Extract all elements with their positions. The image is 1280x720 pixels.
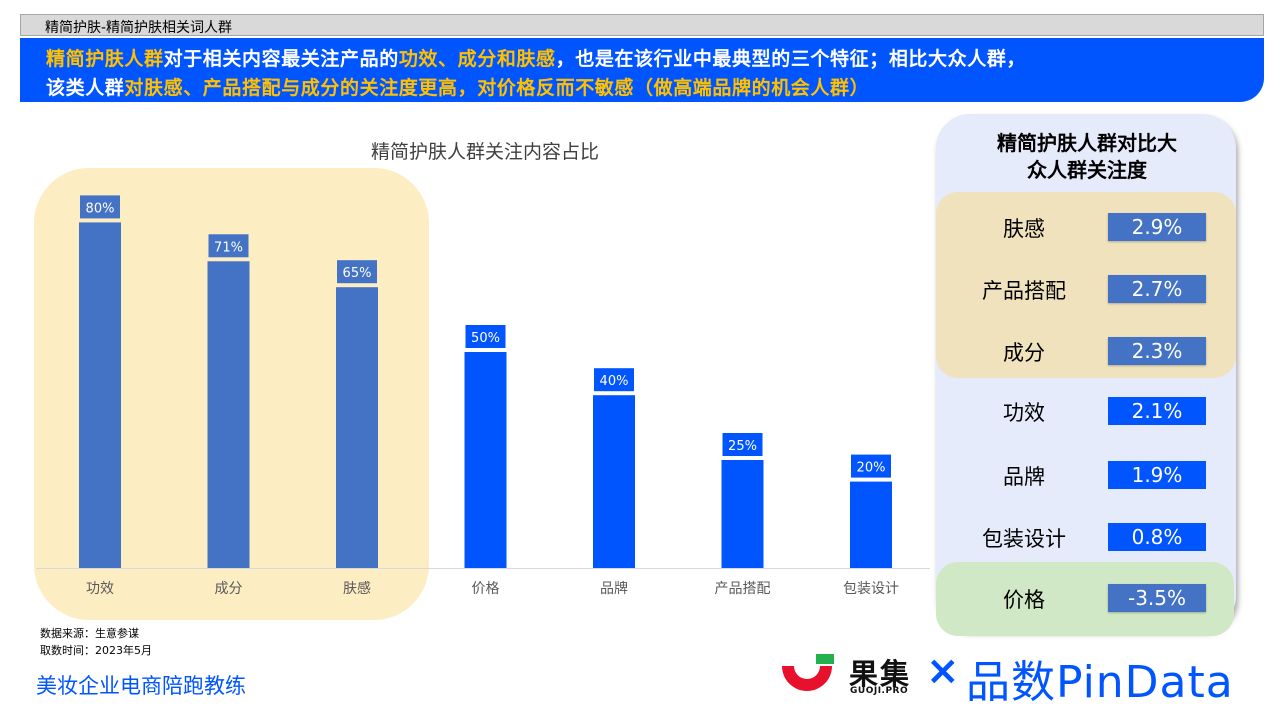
line1-segment-2: 功效、成分和肤感: [398, 48, 556, 70]
category-label-成分: 成分: [215, 581, 243, 597]
data-source: 数据来源：生意参谋 取数时间：2023年5月: [40, 625, 152, 659]
panel-title: 精简护肤人群对比大 众人群关注度: [942, 130, 1232, 184]
headline-line-1: 精简护肤人群对于相关内容最关注产品的功效、成分和肤感，也是在该行业中最典型的三个…: [46, 44, 1026, 71]
brand-text: 美妆企业电商陪跑教练: [36, 674, 246, 698]
bar-价格: [464, 352, 507, 568]
bar-成分: [207, 261, 250, 568]
panel-row-label: 品牌: [1003, 465, 1045, 489]
line2-segment-1: 对肤感、产品搭配与成分的关注度更高，对价格反而不敏感（做高端品牌的机会人群）: [124, 77, 870, 99]
bar-chart: 80% 功效 71% 成分 65% 肤感 50% 价格 40% 品牌 25% 产品搭配 20% 包装设计: [34, 168, 930, 620]
category-label-包装设计: 包装设计: [843, 581, 899, 597]
category-label-肤感: 肤感: [343, 580, 371, 597]
data-label-功效: 80%: [86, 201, 115, 216]
panel-row-value: -3.5%: [1108, 584, 1206, 612]
data-label-包装设计: 20%: [857, 461, 886, 476]
category-label-功效: 功效: [86, 581, 114, 597]
source-text: 数据来源：生意参谋: [40, 627, 139, 640]
data-label-成分: 71%: [214, 240, 243, 255]
data-label-bg-成分: [208, 234, 249, 258]
data-label-肤感: 65%: [343, 266, 372, 281]
panel-row-value: 2.9%: [1108, 213, 1206, 241]
panel-row-value: 2.1%: [1108, 397, 1206, 425]
data-label-价格: 50%: [471, 331, 500, 346]
line1-segment-0: 精简护肤人群: [46, 48, 164, 70]
guoji-logo-domain: GUOJI.PRO: [850, 686, 909, 696]
guoji-logo-icon: [782, 654, 834, 691]
data-label-产品搭配: 25%: [728, 439, 757, 454]
data-label-bg-肤感: [337, 260, 377, 284]
panel-row-value: 2.3%: [1108, 337, 1206, 365]
bar-产品搭配: [721, 460, 764, 568]
headline-line-2: 该类人群对肤感、产品搭配与成分的关注度更高，对价格反而不敏感（做高端品牌的机会人…: [46, 73, 869, 100]
category-label-品牌: 品牌: [600, 580, 628, 597]
headline-banner: 精简护肤人群对于相关内容最关注产品的功效、成分和肤感，也是在该行业中最典型的三个…: [20, 38, 1264, 102]
panel-row-label: 肤感: [1003, 217, 1045, 241]
top-bar: 精简护肤-精简护肤相关词人群: [20, 14, 1264, 36]
panel-title-line-1: 精简护肤人群对比大: [997, 131, 1177, 155]
data-label-bg-功效: [80, 195, 120, 219]
panel-row-label: 价格: [1003, 588, 1045, 612]
logo-separator: ×: [926, 648, 960, 694]
line1-segment-3: ，也是在该行业中最典型的三个特征；相比大众人群，: [555, 48, 1027, 70]
breadcrumb: 精简护肤-精简护肤相关词人群: [45, 20, 233, 36]
date-text: 取数时间：2023年5月: [40, 644, 152, 657]
panel-row-value: 2.7%: [1108, 275, 1206, 303]
line2-segment-0: 该类人群: [46, 77, 125, 99]
pindata-logo-text: 品数PinData: [966, 657, 1234, 708]
data-label-品牌: 40%: [600, 374, 629, 389]
guoji-logo-text: 果集: [849, 657, 912, 691]
chart-title: 精简护肤人群关注内容占比: [370, 141, 599, 163]
panel-row-label: 功效: [1003, 401, 1045, 425]
bar-包装设计: [850, 481, 892, 568]
panel-row-value: 0.8%: [1108, 523, 1206, 551]
bar-肤感: [336, 287, 378, 568]
bar-品牌: [593, 395, 635, 568]
data-label-bg-价格: [465, 325, 506, 348]
panel-title-line-2: 众人群关注度: [1027, 158, 1147, 182]
panel-row-label: 产品搭配: [982, 279, 1066, 303]
bar-功效: [79, 222, 121, 568]
data-label-bg-品牌: [594, 368, 634, 392]
panel-row-label: 包装设计: [982, 527, 1066, 551]
panel-row-value: 1.9%: [1108, 461, 1206, 489]
category-label-产品搭配: 产品搭配: [715, 581, 771, 597]
data-label-bg-包装设计: [851, 454, 891, 478]
data-label-bg-产品搭配: [722, 433, 763, 456]
panel-row-label: 成分: [1003, 341, 1045, 365]
category-label-价格: 价格: [472, 581, 500, 597]
line1-segment-1: 对于相关内容最关注产品的: [163, 48, 399, 70]
